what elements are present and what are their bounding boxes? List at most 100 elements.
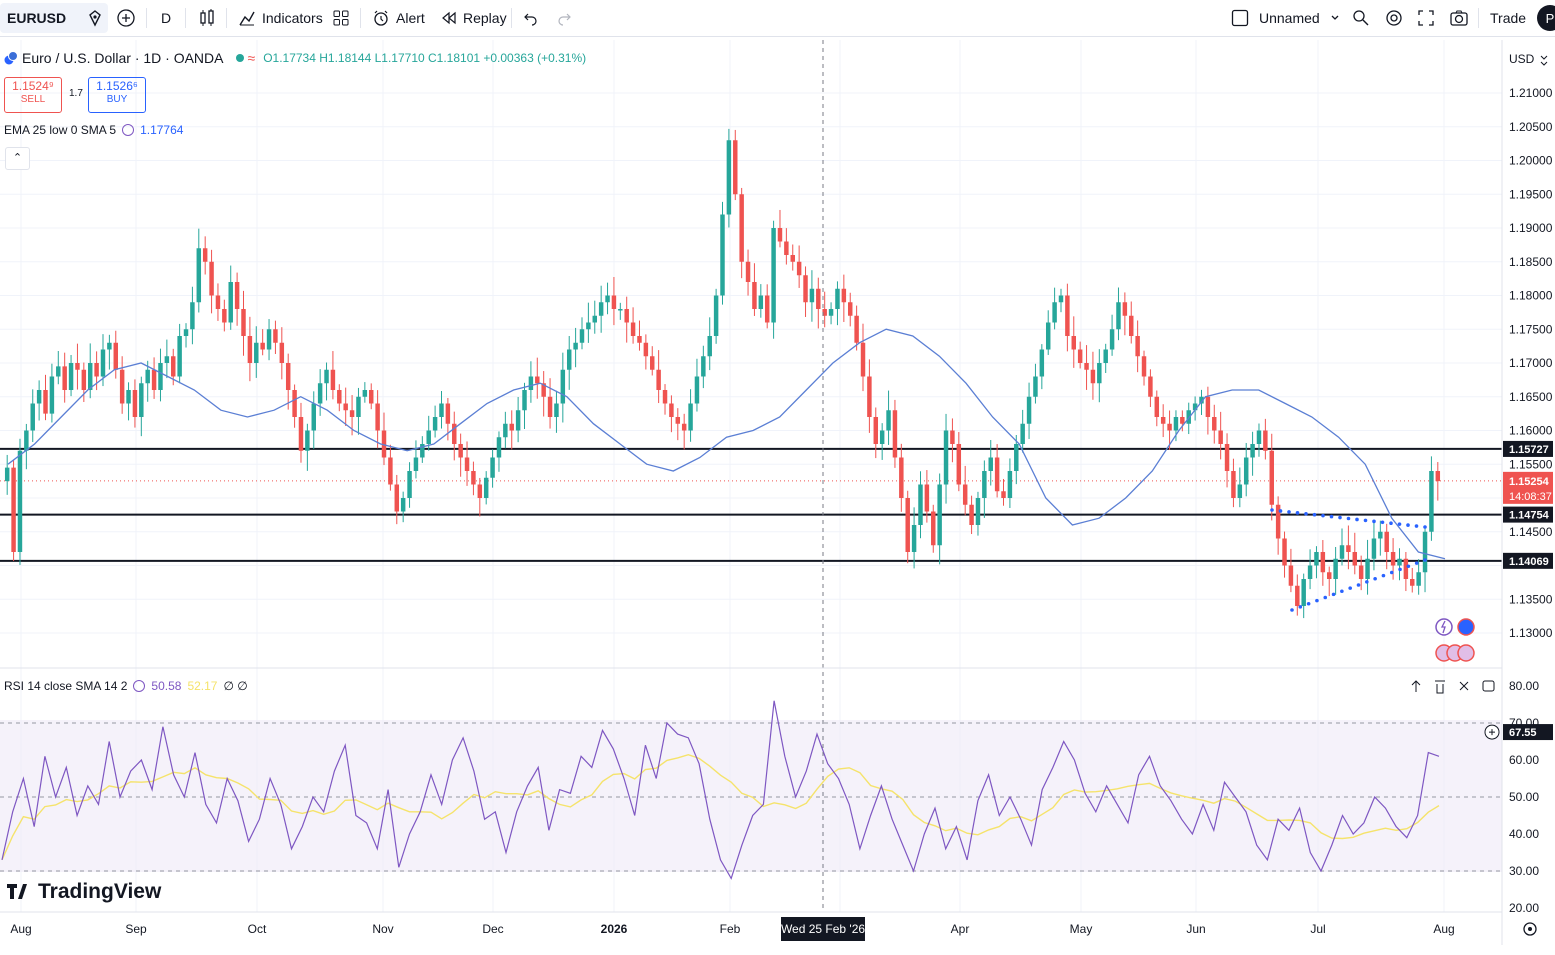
price-tick-label: 1.18000 [1509, 289, 1553, 303]
candle-body [726, 140, 732, 215]
candle-body [1122, 302, 1128, 316]
collapse-legend-button[interactable]: ⌃ [5, 147, 30, 170]
rsi-legend[interactable]: RSI 14 close SMA 14 2 50.58 52.17 ∅ ∅ [4, 679, 248, 693]
globe-event-icon[interactable] [1457, 618, 1475, 636]
time-tick-label: May [1070, 922, 1093, 936]
candle-body [937, 484, 942, 546]
candle-body [490, 457, 495, 478]
candle-body [266, 329, 272, 350]
rsi-tick-label: 80.00 [1509, 679, 1539, 693]
candle-body [400, 498, 406, 512]
candle-body [1039, 349, 1045, 377]
ema-value: 1.17764 [140, 123, 184, 137]
divider [1478, 8, 1479, 28]
redo-icon[interactable] [555, 0, 573, 36]
candle-body [1371, 538, 1377, 559]
camera-icon[interactable] [1449, 0, 1469, 36]
candle-body [260, 342, 265, 350]
candle-body [630, 322, 636, 336]
move-up-icon[interactable] [1411, 680, 1421, 692]
fullscreen-icon[interactable] [1417, 0, 1435, 36]
candle-body [1205, 396, 1211, 417]
series-legend[interactable]: Euro / U.S. Dollar · 1D · OANDA ≈ O1.177… [4, 50, 586, 66]
settings-gear-icon[interactable] [1384, 0, 1404, 36]
ema-label: EMA 25 low 0 SMA 5 [4, 123, 117, 137]
pattern-dot [1306, 601, 1311, 606]
profile-initial: P [1545, 10, 1555, 26]
last-price-text: 1.15254 [1509, 476, 1550, 488]
candle-body [988, 457, 993, 471]
favorite-icon[interactable] [86, 0, 104, 36]
layout-selector[interactable]: Unnamed [1231, 0, 1340, 36]
time-tick-label: Oct [248, 922, 267, 936]
candle-body [790, 255, 795, 262]
candle-body [483, 477, 489, 498]
sell-button[interactable]: 1.1524⁹ SELL [4, 77, 62, 113]
candle-body [509, 423, 514, 431]
time-axis[interactable]: AugSepOctNovDec2026FebMarAprMayJunJulAug [10, 922, 1454, 936]
maximize-icon[interactable] [1482, 680, 1495, 692]
ema-legend[interactable]: EMA 25 low 0 SMA 5 1.17764 [4, 123, 183, 137]
pattern-dot [1290, 608, 1294, 612]
candles-style-icon[interactable] [198, 0, 216, 36]
rsi-tick-label: 40.00 [1509, 827, 1539, 841]
symbol-search-button[interactable]: EURUSD [0, 3, 108, 33]
pattern-dot [1398, 567, 1402, 572]
quick-search-icon[interactable] [1351, 0, 1371, 36]
candle-body [49, 376, 55, 414]
candle-body [950, 430, 955, 444]
candle-body [1052, 302, 1057, 323]
pattern-dot [1340, 589, 1344, 594]
candle-body [426, 430, 431, 444]
candle-body [956, 444, 962, 485]
close-icon[interactable] [1459, 681, 1469, 691]
replay-button[interactable]: Replay [441, 0, 507, 36]
templates-grid-icon[interactable] [332, 0, 350, 36]
ema-settings-icon[interactable] [122, 124, 135, 136]
candle-body [158, 363, 163, 390]
trade-button[interactable]: Trade [1490, 0, 1526, 36]
compare-add-icon[interactable] [116, 0, 136, 36]
profile-avatar[interactable]: P [1537, 5, 1555, 31]
events-group[interactable] [1435, 618, 1475, 662]
alert-button[interactable]: Alert [372, 0, 425, 36]
candle-body [1192, 403, 1198, 411]
pattern-dot [1356, 583, 1361, 587]
rsi-tick-label: 60.00 [1509, 753, 1539, 767]
buy-button[interactable]: 1.1526⁶ BUY [88, 77, 146, 113]
lightning-glyph [1440, 620, 1446, 634]
price-axis[interactable]: 1.21000 1.20500 1.20000 1.19500 1.19000 1.185… [1509, 86, 1553, 640]
candle-body [1109, 329, 1115, 350]
candle-body [81, 369, 87, 390]
candle-body [1045, 322, 1051, 350]
candle-body [669, 403, 674, 417]
candle-body [733, 140, 738, 195]
candle-body [586, 322, 591, 330]
us-flag-event-icon[interactable] [1457, 644, 1475, 662]
rsi-band [0, 720, 1502, 872]
pattern-dot [1365, 580, 1369, 584]
candle-body [681, 423, 687, 431]
candle-body [1352, 552, 1358, 566]
indicators-button[interactable]: Indicators [238, 0, 323, 36]
candle-body [317, 383, 323, 404]
trash-icon[interactable] [1435, 680, 1445, 694]
rsi-settings-icon[interactable] [133, 680, 146, 692]
candle-body [1358, 565, 1364, 579]
interval-button[interactable]: D [161, 0, 171, 36]
candle-body [713, 295, 719, 336]
currency-chevron-icon[interactable] [1540, 55, 1548, 66]
time-axis-settings-icon[interactable] [1523, 922, 1537, 936]
currency-label[interactable]: USD [1509, 52, 1535, 66]
price-tick-label: 1.13000 [1509, 626, 1553, 640]
candle-body [254, 342, 259, 363]
pattern-dot [1381, 573, 1386, 578]
candle-body [11, 467, 16, 552]
level-tag [1503, 440, 1553, 457]
candle-body [145, 369, 150, 384]
undo-icon[interactable] [522, 0, 540, 36]
pattern-dot [1287, 510, 1291, 514]
rsi-guide-lines [0, 722, 1502, 872]
